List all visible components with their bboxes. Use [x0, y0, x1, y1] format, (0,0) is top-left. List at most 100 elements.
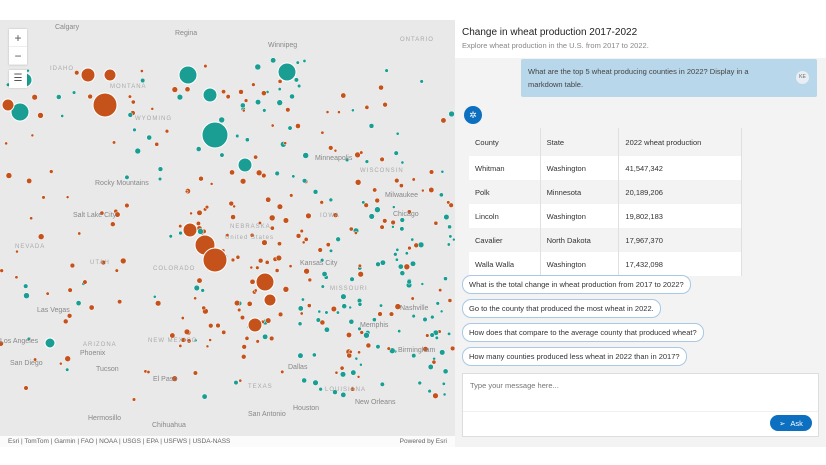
increase-symbol[interactable]	[357, 301, 363, 307]
increase-symbol[interactable]	[419, 79, 424, 84]
decrease-symbol[interactable]	[14, 275, 19, 280]
decrease-symbol[interactable]	[411, 177, 416, 182]
increase-symbol[interactable]	[193, 338, 198, 343]
decrease-symbol[interactable]	[274, 268, 280, 273]
increase-symbol[interactable]	[395, 247, 400, 252]
decrease-symbol[interactable]	[117, 299, 123, 305]
increase-symbol[interactable]	[397, 329, 402, 334]
increase-symbol[interactable]	[277, 62, 297, 82]
decrease-symbol[interactable]	[180, 337, 187, 343]
decrease-symbol[interactable]	[33, 357, 38, 362]
decrease-symbol[interactable]	[285, 107, 291, 113]
increase-symbol[interactable]	[350, 369, 357, 376]
decrease-symbol[interactable]	[325, 242, 331, 248]
decrease-symbol[interactable]	[334, 370, 339, 375]
increase-symbol[interactable]	[420, 282, 425, 286]
decrease-symbol[interactable]	[171, 375, 178, 382]
decrease-symbol[interactable]	[201, 305, 206, 311]
increase-symbol[interactable]	[178, 230, 183, 236]
increase-symbol[interactable]	[384, 68, 389, 73]
decrease-symbol[interactable]	[379, 156, 385, 162]
decrease-symbol[interactable]	[265, 196, 272, 203]
increase-symbol[interactable]	[71, 90, 77, 95]
decrease-symbol[interactable]	[0, 268, 4, 273]
decrease-symbol[interactable]	[359, 330, 364, 335]
decrease-symbol[interactable]	[154, 142, 160, 147]
decrease-symbol[interactable]	[110, 221, 116, 227]
decrease-symbol[interactable]	[130, 99, 136, 105]
increase-symbol[interactable]	[351, 108, 355, 113]
decrease-symbol[interactable]	[431, 359, 437, 365]
decrease-symbol[interactable]	[204, 204, 210, 210]
decrease-symbol[interactable]	[394, 303, 402, 310]
increase-symbol[interactable]	[430, 314, 435, 320]
decrease-symbol[interactable]	[288, 264, 293, 269]
increase-symbol[interactable]	[357, 326, 362, 332]
decrease-symbol[interactable]	[29, 216, 34, 221]
increase-symbol[interactable]	[245, 137, 250, 143]
increase-symbol[interactable]	[291, 174, 296, 179]
increase-symbol[interactable]	[201, 393, 208, 400]
increase-symbol[interactable]	[312, 352, 317, 358]
increase-symbol[interactable]	[152, 294, 157, 299]
increase-symbol[interactable]	[178, 65, 198, 85]
decrease-symbol[interactable]	[238, 89, 244, 95]
increase-symbol[interactable]	[404, 251, 409, 256]
decrease-symbol[interactable]	[333, 148, 338, 153]
increase-symbol[interactable]	[339, 371, 347, 378]
decrease-symbol[interactable]	[350, 386, 356, 392]
increase-symbol[interactable]	[411, 313, 416, 319]
increase-symbol[interactable]	[176, 94, 184, 101]
decrease-symbol[interactable]	[354, 179, 362, 186]
decrease-symbol[interactable]	[103, 68, 117, 82]
increase-symbol[interactable]	[341, 303, 347, 309]
increase-symbol[interactable]	[324, 310, 329, 315]
decrease-symbol[interactable]	[178, 224, 183, 229]
decrease-symbol[interactable]	[374, 197, 380, 204]
decrease-symbol[interactable]	[164, 129, 170, 134]
decrease-symbol[interactable]	[280, 369, 285, 374]
increase-symbol[interactable]	[394, 257, 399, 262]
increase-symbol[interactable]	[442, 368, 449, 375]
increase-symbol[interactable]	[438, 192, 444, 198]
decrease-symbol[interactable]	[186, 338, 192, 344]
increase-symbol[interactable]	[302, 59, 307, 63]
decrease-symbol[interactable]	[428, 169, 435, 175]
decrease-symbol[interactable]	[180, 316, 185, 320]
increase-symbol[interactable]	[276, 99, 283, 106]
increase-symbol[interactable]	[411, 353, 417, 359]
decrease-symbol[interactable]	[192, 370, 198, 376]
decrease-symbol[interactable]	[422, 346, 429, 353]
decrease-symbol[interactable]	[377, 311, 383, 317]
decrease-symbol[interactable]	[317, 247, 323, 253]
increase-symbol[interactable]	[340, 293, 347, 300]
increase-symbol[interactable]	[368, 123, 375, 129]
increase-symbol[interactable]	[218, 116, 225, 124]
increase-symbol[interactable]	[344, 157, 350, 163]
decrease-symbol[interactable]	[269, 225, 275, 231]
increase-symbol[interactable]	[321, 271, 328, 277]
decrease-symbol[interactable]	[88, 304, 95, 311]
decrease-symbol[interactable]	[440, 117, 447, 124]
decrease-symbol[interactable]	[433, 220, 439, 226]
decrease-symbol[interactable]	[394, 177, 400, 184]
decrease-symbol[interactable]	[357, 263, 362, 268]
suggestion-chip[interactable]: Go to the county that produced the most …	[462, 299, 661, 318]
decrease-symbol[interactable]	[330, 305, 337, 313]
increase-symbol[interactable]	[429, 332, 435, 338]
decrease-symbol[interactable]	[45, 291, 50, 296]
increase-symbol[interactable]	[400, 160, 405, 165]
decrease-symbol[interactable]	[120, 257, 127, 265]
decrease-symbol[interactable]	[196, 209, 203, 216]
decrease-symbol[interactable]	[448, 202, 454, 208]
decrease-symbol[interactable]	[244, 335, 250, 341]
decrease-symbol[interactable]	[277, 311, 284, 318]
increase-symbol[interactable]	[201, 121, 229, 149]
decrease-symbol[interactable]	[276, 203, 283, 210]
decrease-symbol[interactable]	[198, 175, 204, 182]
increase-symbol[interactable]	[302, 152, 309, 159]
decrease-symbol[interactable]	[77, 231, 82, 236]
increase-symbol[interactable]	[23, 292, 30, 299]
increase-symbol[interactable]	[295, 60, 300, 65]
increase-symbol[interactable]	[452, 237, 455, 242]
